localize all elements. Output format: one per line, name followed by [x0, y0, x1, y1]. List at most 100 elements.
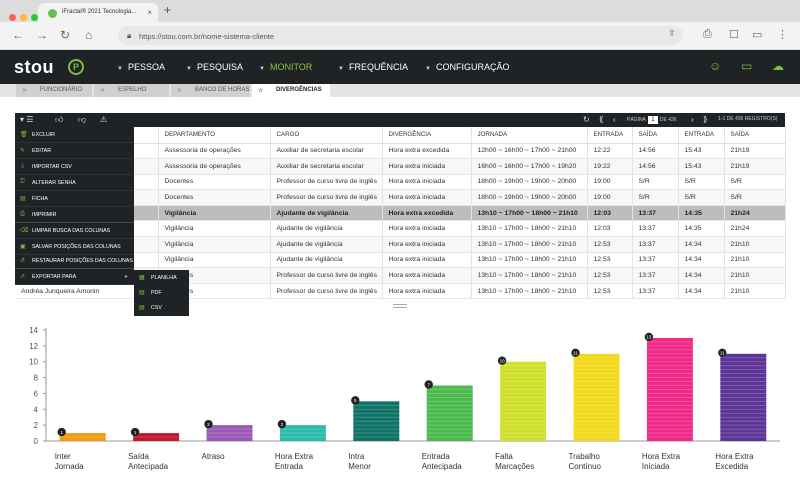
menu-configuracao[interactable]: ▼ CONFIGURAÇÃO [425, 62, 509, 72]
x-tick-label-line: Antecipada [128, 462, 169, 471]
data-label-badge [277, 419, 287, 429]
menu-item-alterar-senha[interactable]: ⚿ ALTERAR SENHA [15, 175, 134, 191]
cell: 21h10 [724, 267, 786, 284]
print-icon[interactable]: ⎙ [703, 28, 712, 40]
x-tick-label: Saída Antecipada [128, 452, 168, 472]
x-tick-label-line: Iniciada [641, 462, 670, 471]
last-page-icon[interactable]: ⟫ [703, 115, 708, 124]
tab-divergencias[interactable]: ☆ DIVERGÊNCIAS [252, 84, 330, 97]
tab-close-icon[interactable]: × [147, 8, 152, 17]
cell: 13:37 [632, 220, 679, 238]
cloud-icon[interactable]: ☁ [772, 59, 784, 73]
cell: 13h10 ~ 17h00 ~ 18h00 ~ 21h10 [471, 220, 588, 238]
menu-pessoa[interactable]: ▼ PESSOA [117, 62, 165, 72]
menu-monitor[interactable]: ▼ MONITOR [259, 62, 312, 72]
table-row[interactable]: Andréa Junqueira Amorim DocentesProfesso… [15, 283, 786, 300]
cell: 16h00 ~ 16h00 ~ 17h00 ~ 19h20 [471, 158, 588, 175]
cell: 13:37 [632, 205, 679, 222]
x-tick-label: Hora Extra Excedida [715, 452, 753, 472]
menu-icon[interactable]: ⋮ [777, 29, 788, 41]
cell: 21h10 [724, 252, 786, 269]
x-tick-label: Entrada Antecipada [422, 452, 462, 472]
chart-bar [426, 385, 473, 441]
x-tick-label-line: Falta [495, 452, 513, 461]
url-input[interactable]: 🔒︎ https://stou.com.br/nome-sistema-clie… [118, 26, 683, 45]
x-tick-label-line: Entrada [274, 462, 303, 471]
cell: Assessoria de operações [158, 143, 271, 160]
menu-item-restaurar-posicoes[interactable]: ↺ RESTAURAR POSIÇÕES DAS COLUNAS [15, 253, 134, 269]
data-label: 11 [720, 351, 725, 356]
column-header[interactable]: DIVERGÊNCIA [382, 127, 472, 144]
data-label: 11 [573, 351, 578, 356]
back-icon[interactable]: ← [12, 28, 24, 42]
x-tick-label-line: Marcações [495, 462, 535, 471]
next-page-icon[interactable]: › [691, 115, 694, 124]
submenu-item-pdf[interactable]: ▤ PDF [134, 285, 189, 300]
menu-pesquisa[interactable]: ▼ PESQUISA [186, 62, 243, 72]
stou-logo[interactable]: stou [14, 57, 54, 77]
export-submenu: ▦ PLANILHA ▤ PDF ▤ CSV [134, 270, 189, 316]
tab-espelho[interactable]: ✕ ESPELHO [94, 84, 169, 97]
first-page-icon[interactable]: ⟪ [599, 115, 604, 124]
smile-icon[interactable]: ☺ [709, 59, 722, 73]
thumbs-up-icon[interactable]: 👍︎ [55, 115, 64, 124]
close-window-icon[interactable] [9, 14, 16, 21]
x-tick-label: Hora Extra Entrada [275, 452, 313, 472]
new-tab-button[interactable]: + [164, 3, 172, 17]
cell: 13h10 ~ 17h00 ~ 18h00 ~ 21h10 [471, 205, 588, 222]
edit-icon: ✎ [20, 148, 26, 154]
home-icon[interactable]: ⌂ [85, 28, 93, 42]
menu-item-label: SALVAR POSIÇÕES DAS COLUNAS [32, 244, 121, 250]
reload-icon[interactable]: ↻ [60, 28, 71, 42]
column-header[interactable]: CARGO [270, 127, 383, 144]
submenu-item-csv[interactable]: ▤ CSV [134, 300, 189, 315]
column-header[interactable]: JORNADA [471, 127, 588, 144]
submenu-item-planilha[interactable]: ▦ PLANILHA [134, 270, 189, 285]
menu-item-excluir[interactable]: 🗑︎ EXCLUIR [15, 127, 134, 143]
page-input[interactable]: 1 [647, 116, 658, 124]
tab-banco-de-horas[interactable]: ✕ BANCO DE HORAS [171, 84, 250, 97]
share-icon[interactable]: ⇪ [668, 28, 676, 38]
forward-icon[interactable]: → [36, 28, 48, 42]
cell: 12:53 [587, 267, 633, 284]
panel-splitter-handle[interactable] [393, 304, 407, 308]
refresh-icon[interactable]: ↻ [583, 115, 590, 124]
column-header[interactable]: ENTRADA [678, 127, 725, 144]
menu-item-limpar-busca[interactable]: ⌫ LIMPAR BUSCA DAS COLUNAS [15, 223, 134, 239]
column-header[interactable]: SAÍDA [724, 127, 786, 144]
bookmark-icon[interactable]: ☐ [729, 29, 739, 41]
browser-tab[interactable]: iFractal® 2021 Tecnologia... × [38, 3, 158, 22]
close-icon[interactable]: ✕ [100, 88, 106, 94]
menu-item-editar[interactable]: ✎ EDITAR [15, 143, 134, 159]
warning-icon[interactable]: ⚠ [100, 115, 108, 124]
close-icon[interactable]: ✕ [177, 88, 183, 94]
menu-item-ficha[interactable]: ▤ FICHA [15, 191, 134, 207]
column-header[interactable]: DEPARTAMENTO [158, 127, 271, 144]
csv-icon: ▤ [139, 305, 145, 311]
chat-icon[interactable]: ▭ [741, 59, 753, 73]
thumbs-down-icon[interactable]: 👎︎ [78, 115, 87, 124]
maximize-window-icon[interactable] [31, 14, 38, 21]
menu-item-importar-csv[interactable]: ⇩ IMPORTAR CSV [15, 159, 134, 175]
cell: 15:43 [678, 143, 725, 160]
data-label: 1 [134, 430, 137, 435]
minimize-window-icon[interactable] [20, 14, 27, 21]
y-tick-label: 0 [34, 437, 39, 446]
column-header[interactable]: SAÍDA [632, 127, 679, 144]
menu-item-salvar-posicoes[interactable]: ▣ SALVAR POSIÇÕES DAS COLUNAS [15, 239, 134, 255]
window-controls [9, 8, 42, 26]
list-menu-icon[interactable]: ▾ ☰ [20, 115, 34, 124]
x-tick-label-line: Entrada [421, 452, 450, 461]
data-label: 2 [281, 422, 284, 427]
menu-item-exportar-para[interactable]: ⇗ EXPORTAR PARA ▸ [15, 269, 134, 285]
cell: Professor de curso livre de inglês [270, 174, 383, 191]
folder-icon[interactable]: ▭ [752, 29, 763, 41]
menu-item-imprimir[interactable]: ⎙ IMPRIMIR [15, 207, 134, 223]
tab-funcionario[interactable]: ✕ FUNCIONÁRIO [16, 84, 92, 97]
close-icon[interactable]: ✕ [22, 88, 28, 94]
menu-frequencia[interactable]: ▼ FREQUÊNCIA [338, 62, 408, 72]
address-bar-row: ← → ↻ ⌂ 🔒︎ https://stou.com.br/nome-sist… [0, 22, 800, 50]
prev-page-icon[interactable]: ‹ [613, 115, 616, 124]
cell: 19:00 [587, 189, 633, 206]
column-header[interactable]: ENTRADA [587, 127, 633, 144]
